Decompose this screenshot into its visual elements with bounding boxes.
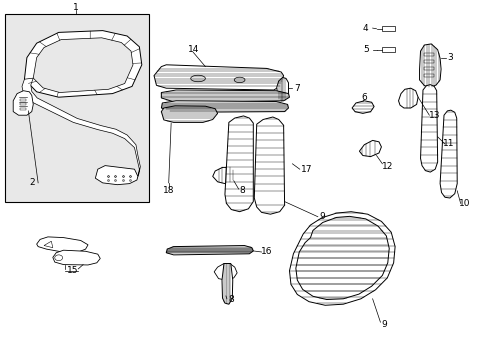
Polygon shape bbox=[276, 77, 288, 101]
Polygon shape bbox=[95, 166, 138, 185]
Polygon shape bbox=[212, 167, 235, 184]
Text: 5: 5 bbox=[362, 45, 368, 54]
Polygon shape bbox=[37, 237, 88, 252]
Polygon shape bbox=[439, 110, 456, 198]
Bar bbox=[382, 47, 394, 52]
Polygon shape bbox=[398, 88, 417, 108]
Polygon shape bbox=[214, 264, 237, 280]
Polygon shape bbox=[295, 216, 388, 300]
Ellipse shape bbox=[190, 75, 205, 82]
Polygon shape bbox=[224, 116, 253, 212]
Text: 7: 7 bbox=[293, 84, 299, 93]
Polygon shape bbox=[22, 78, 140, 180]
Bar bbox=[424, 53, 433, 56]
Bar bbox=[424, 74, 433, 77]
Text: 10: 10 bbox=[458, 199, 469, 208]
Text: 8: 8 bbox=[227, 295, 233, 304]
Polygon shape bbox=[33, 38, 133, 93]
Text: 13: 13 bbox=[427, 111, 439, 120]
Polygon shape bbox=[166, 246, 253, 255]
Bar bbox=[20, 99, 26, 101]
Text: 4: 4 bbox=[362, 23, 368, 32]
Polygon shape bbox=[419, 44, 440, 87]
Polygon shape bbox=[161, 101, 288, 112]
Polygon shape bbox=[24, 31, 142, 97]
Circle shape bbox=[55, 255, 62, 261]
Bar bbox=[20, 108, 26, 110]
Text: 12: 12 bbox=[381, 162, 392, 171]
Text: 18: 18 bbox=[163, 186, 174, 194]
Text: 8: 8 bbox=[239, 186, 245, 194]
Text: 14: 14 bbox=[187, 45, 199, 54]
Ellipse shape bbox=[234, 77, 244, 83]
Polygon shape bbox=[254, 117, 284, 214]
Polygon shape bbox=[420, 85, 437, 172]
Text: 3: 3 bbox=[446, 53, 452, 62]
Bar bbox=[5, 14, 149, 202]
Text: 15: 15 bbox=[66, 266, 78, 275]
Polygon shape bbox=[44, 241, 53, 248]
Polygon shape bbox=[351, 101, 373, 113]
Polygon shape bbox=[154, 65, 283, 90]
Bar bbox=[382, 26, 394, 31]
Text: 9: 9 bbox=[319, 212, 325, 221]
Polygon shape bbox=[161, 90, 289, 103]
Text: 2: 2 bbox=[29, 178, 35, 187]
Text: 9: 9 bbox=[380, 320, 386, 329]
Polygon shape bbox=[222, 264, 232, 304]
Text: 16: 16 bbox=[260, 248, 272, 256]
Polygon shape bbox=[13, 91, 33, 115]
Polygon shape bbox=[53, 250, 100, 265]
Bar bbox=[20, 103, 26, 105]
Text: 11: 11 bbox=[442, 139, 454, 148]
Text: 17: 17 bbox=[301, 165, 312, 174]
Polygon shape bbox=[359, 140, 381, 157]
Text: 6: 6 bbox=[361, 94, 366, 102]
Polygon shape bbox=[289, 212, 394, 305]
Text: 1: 1 bbox=[73, 3, 79, 12]
Bar bbox=[424, 60, 433, 63]
Polygon shape bbox=[161, 106, 217, 122]
Bar bbox=[424, 67, 433, 70]
